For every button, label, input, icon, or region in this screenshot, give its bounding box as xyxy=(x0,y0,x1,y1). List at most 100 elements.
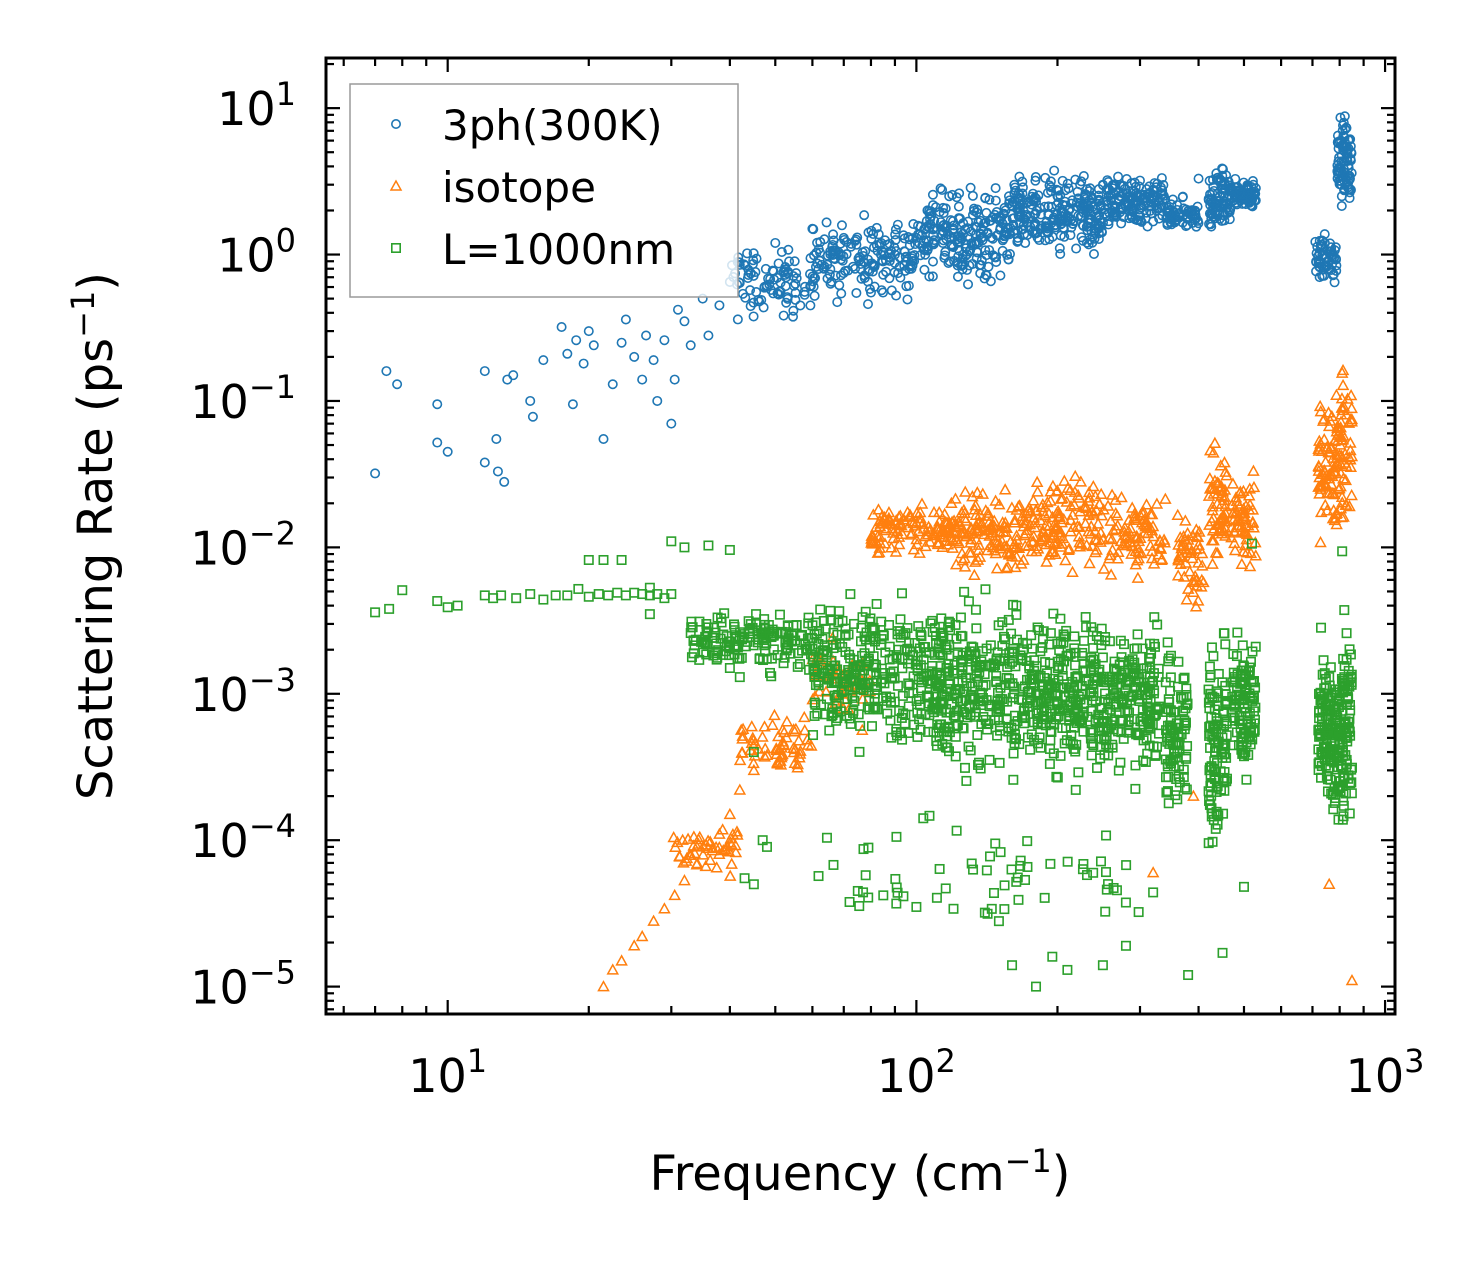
3ph-point xyxy=(672,304,683,315)
boundary-point xyxy=(1115,757,1126,768)
3ph-point xyxy=(748,270,759,281)
boundary-point xyxy=(1205,780,1216,791)
x-axis-title: Frequency (cm−1) xyxy=(649,1142,1070,1202)
boundary-point xyxy=(866,721,877,732)
isotope-point xyxy=(969,519,983,531)
3ph-point xyxy=(1237,198,1248,209)
boundary-point xyxy=(819,645,830,656)
boundary-point xyxy=(957,706,968,717)
boundary-point xyxy=(736,632,747,643)
isotope-point xyxy=(1339,473,1353,486)
boundary-point xyxy=(990,838,1001,849)
boundary-point xyxy=(845,589,856,600)
boundary-point xyxy=(1232,627,1243,638)
boundary-point xyxy=(1103,750,1114,761)
boundary-point xyxy=(817,633,828,644)
isotope-point xyxy=(736,746,749,758)
boundary-point xyxy=(1144,662,1155,673)
3ph-point xyxy=(981,270,992,281)
boundary-point xyxy=(878,668,889,679)
data-marks xyxy=(370,111,1359,992)
isotope-point xyxy=(766,718,779,730)
3ph-point xyxy=(1193,173,1204,184)
3ph-point xyxy=(919,224,930,235)
boundary-point xyxy=(897,663,908,674)
boundary-point xyxy=(916,683,927,694)
isotope-point xyxy=(1331,420,1345,433)
3ph-point xyxy=(567,399,578,410)
legend-box xyxy=(349,83,739,298)
boundary-point xyxy=(769,626,780,637)
isotope-point xyxy=(910,506,924,518)
boundary-point xyxy=(897,690,908,701)
3ph-point xyxy=(1207,209,1218,220)
boundary-point xyxy=(955,630,966,641)
boundary-point xyxy=(831,639,842,650)
3ph-point xyxy=(904,234,915,245)
boundary-point xyxy=(1344,644,1355,655)
3ph-point xyxy=(1098,217,1109,228)
isotope-point xyxy=(1249,549,1263,561)
boundary-point xyxy=(918,654,929,665)
isotope-point xyxy=(747,763,761,776)
isotope-point xyxy=(819,685,833,697)
3ph-point xyxy=(1070,174,1081,185)
isotope-point xyxy=(1111,519,1124,531)
isotope-point xyxy=(791,757,805,770)
boundary-point xyxy=(1095,856,1106,867)
boundary-point xyxy=(1088,740,1099,751)
boundary-point xyxy=(1346,764,1357,775)
isotope-point xyxy=(1074,475,1088,487)
3ph-point xyxy=(1224,214,1235,225)
3ph-point xyxy=(1078,171,1089,182)
3ph-point xyxy=(1208,203,1219,214)
3ph-point xyxy=(756,294,767,305)
3ph-point xyxy=(881,266,892,277)
boundary-point xyxy=(1093,634,1104,645)
boundary-point xyxy=(1032,622,1043,633)
isotope-point xyxy=(1340,459,1353,472)
3ph-point xyxy=(432,437,443,448)
boundary-point xyxy=(993,620,1004,631)
boundary-point xyxy=(1058,637,1069,648)
isotope-point xyxy=(869,520,883,532)
3ph-point xyxy=(770,237,781,248)
boundary-point xyxy=(1034,732,1045,743)
isotope-point xyxy=(1090,543,1103,555)
boundary-point xyxy=(1022,836,1033,847)
boundary-point xyxy=(765,667,776,678)
isotope-point xyxy=(958,526,972,538)
3ph-point xyxy=(479,366,490,377)
isotope-point xyxy=(1131,571,1145,583)
boundary-point xyxy=(1025,744,1036,755)
3ph-point xyxy=(492,466,503,477)
boundary-point xyxy=(1045,735,1056,746)
isotope-point xyxy=(1317,432,1331,445)
3ph-point xyxy=(714,300,725,311)
isotope-point xyxy=(1330,517,1343,530)
boundary-point xyxy=(1211,716,1222,727)
isotope-point xyxy=(690,840,704,852)
isotope-point xyxy=(1335,433,1348,446)
boundary-point xyxy=(1062,964,1073,975)
boundary-point xyxy=(928,726,939,737)
isotope-point xyxy=(647,914,660,926)
3ph-point xyxy=(588,340,599,351)
boundary-point xyxy=(1101,735,1112,746)
boundary-point xyxy=(1101,884,1112,895)
boundary-point xyxy=(479,590,490,601)
boundary-point xyxy=(993,916,1004,927)
axes-frame xyxy=(324,56,1397,1016)
isotope-point xyxy=(1064,483,1077,495)
axis-ticks xyxy=(326,58,1395,1014)
boundary-point xyxy=(598,554,609,565)
boundary-point xyxy=(961,775,972,786)
isotope-point xyxy=(1057,512,1071,525)
boundary-point xyxy=(833,617,844,628)
isotope-point xyxy=(1074,537,1088,549)
boundary-point xyxy=(1246,538,1257,549)
boundary-point xyxy=(1178,674,1189,685)
boundary-point xyxy=(1070,647,1081,658)
boundary-point xyxy=(724,650,735,661)
isotope-point xyxy=(964,536,977,548)
